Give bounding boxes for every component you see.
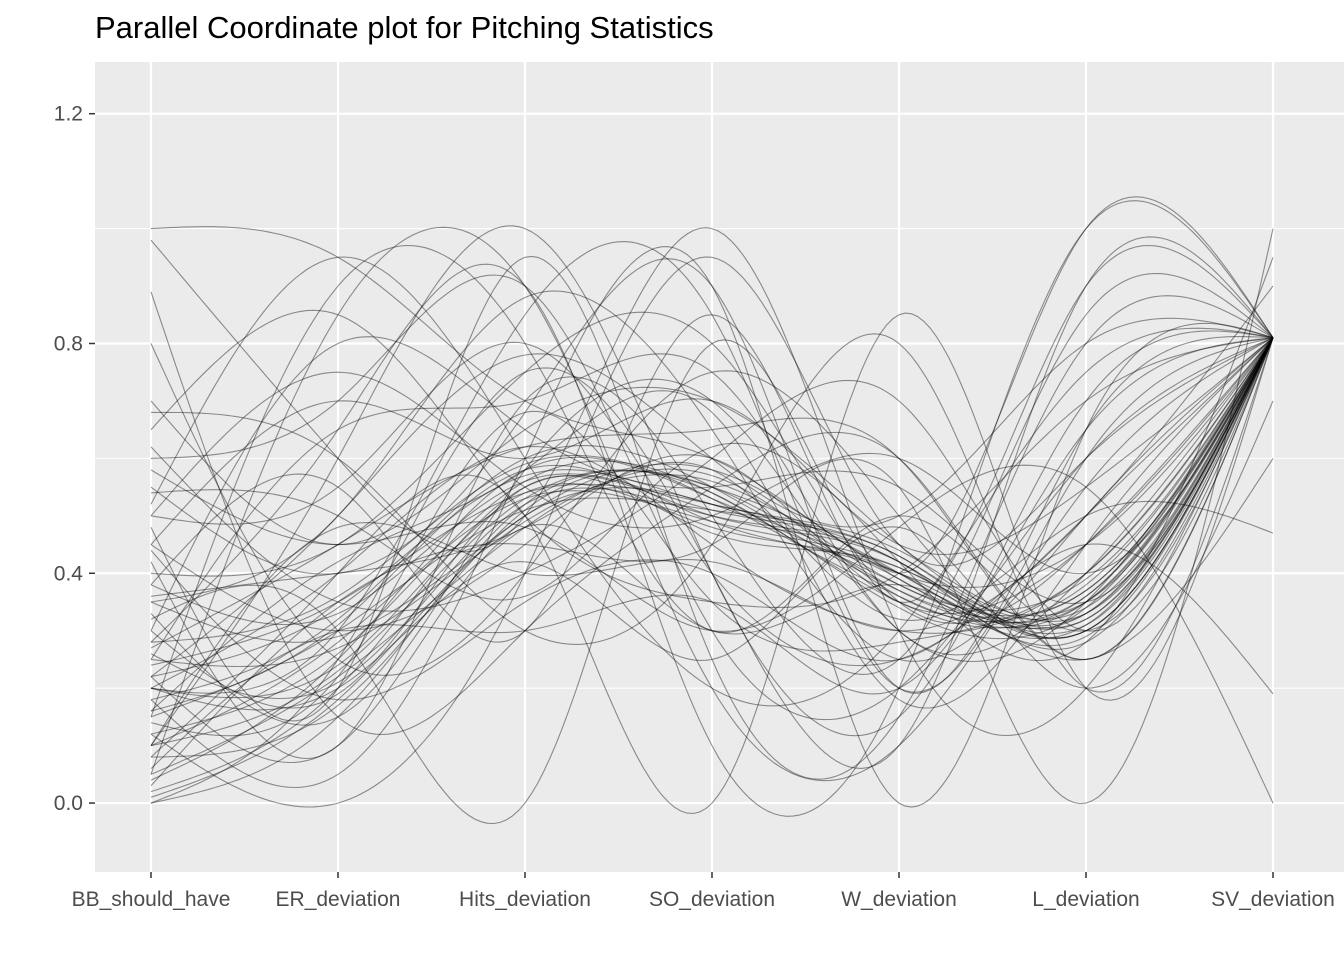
series-line	[150, 464, 1274, 804]
series-line	[150, 244, 1274, 643]
series-line	[150, 337, 1274, 712]
series-line	[150, 285, 1274, 746]
series-line	[150, 226, 1274, 782]
series-line	[150, 246, 1274, 808]
series-line	[150, 337, 1274, 769]
series-line	[150, 337, 1274, 639]
series-line	[150, 337, 1274, 689]
series-line	[150, 317, 1274, 678]
series-line	[151, 333, 1274, 693]
y-tick-label: 0.8	[54, 332, 83, 355]
series-line	[150, 337, 1274, 747]
series-line	[150, 337, 1274, 699]
x-tick-label: W_deviation	[841, 888, 957, 911]
series-lines	[150, 196, 1274, 825]
x-axis: BB_should_have ER_deviation Hits_deviation…	[72, 872, 1335, 911]
x-tick-label: SO_deviation	[649, 888, 775, 911]
series-line	[150, 226, 1274, 588]
series-line	[150, 291, 1274, 736]
series-line	[150, 337, 1274, 718]
series-line	[150, 337, 1274, 712]
y-tick-label: 0.0	[54, 792, 83, 815]
series-line	[150, 337, 1274, 667]
series-line	[150, 337, 1274, 632]
series-line	[150, 241, 1274, 694]
series-line	[150, 337, 1274, 666]
series-line	[150, 200, 1274, 817]
series-line	[150, 337, 1274, 709]
series-line	[150, 196, 1274, 825]
series-line	[150, 337, 1274, 700]
series-line	[150, 337, 1274, 575]
series-line	[150, 255, 1274, 780]
series-line	[150, 309, 1274, 608]
series-line	[150, 272, 1274, 760]
series-line	[150, 337, 1274, 660]
series-line	[150, 400, 1274, 711]
series-line	[150, 337, 1274, 556]
plot-panel	[95, 62, 1344, 872]
x-tick-label: Hits_deviation	[459, 888, 591, 911]
series-line	[150, 256, 1274, 707]
series-line	[150, 337, 1274, 798]
series-line	[150, 458, 1274, 764]
series-line	[150, 337, 1274, 735]
y-axis: 0.0 0.4 0.8 1.2	[54, 103, 95, 815]
series-line	[150, 337, 1274, 643]
y-tick-label: 0.4	[54, 562, 84, 585]
series-line	[150, 461, 1274, 621]
major-gridlines	[95, 62, 1344, 872]
series-line	[150, 256, 1274, 808]
series-line	[150, 337, 1274, 726]
series-line	[150, 337, 1274, 747]
series-line	[150, 337, 1274, 643]
series-line	[150, 311, 1274, 624]
x-tick-label: L_deviation	[1032, 888, 1139, 911]
series-line	[150, 543, 1274, 701]
chart-title: Parallel Coordinate plot for Pitching St…	[95, 10, 714, 45]
series-line	[150, 337, 1274, 632]
series-line	[150, 257, 1274, 662]
series-line	[150, 274, 1274, 721]
series-line	[150, 337, 1274, 737]
series-line	[150, 337, 1274, 701]
series-line	[150, 337, 1274, 661]
series-line	[150, 236, 1274, 804]
series-line	[150, 337, 1274, 758]
series-line	[150, 228, 1274, 805]
series-line	[150, 312, 1274, 815]
series-line	[150, 337, 1274, 678]
series-line	[150, 337, 1274, 668]
series-line	[150, 258, 1274, 694]
series-line	[150, 225, 1274, 746]
y-tick-label: 1.2	[54, 103, 83, 126]
series-line	[150, 337, 1274, 676]
series-line	[150, 290, 1274, 662]
minor-gridlines	[95, 228, 1344, 689]
series-line	[150, 337, 1274, 617]
series-line	[150, 337, 1274, 775]
series-line	[150, 244, 1274, 718]
x-tick-label: SV_deviation	[1211, 888, 1335, 911]
x-tick-label: ER_deviation	[276, 888, 401, 911]
series-line	[150, 336, 1274, 631]
series-line	[150, 337, 1274, 793]
series-line	[150, 337, 1274, 804]
series-line	[150, 337, 1274, 781]
x-tick-label: BB_should_have	[72, 888, 231, 911]
series-line	[150, 227, 1274, 737]
